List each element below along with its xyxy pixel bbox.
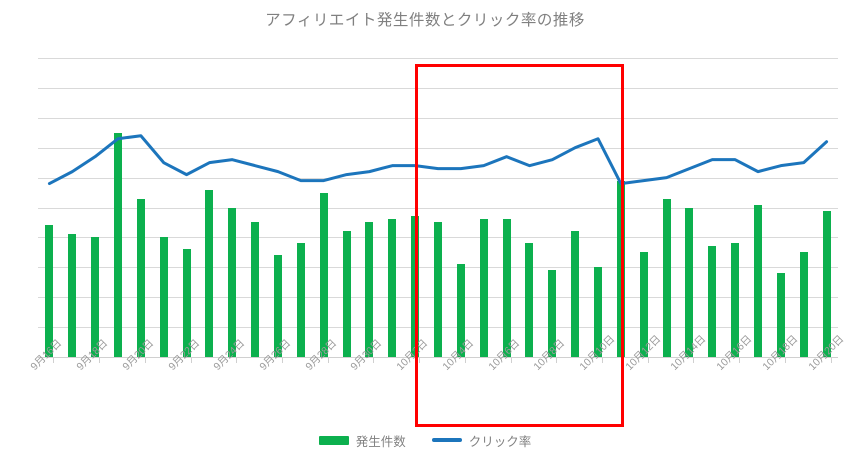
bar bbox=[456, 264, 465, 357]
bar bbox=[502, 219, 511, 357]
gridline bbox=[38, 178, 838, 179]
legend-item-click-rate[interactable]: クリック率 bbox=[431, 431, 532, 450]
bar bbox=[708, 246, 717, 357]
chart-legend: 発生件数 クリック率 bbox=[0, 430, 850, 450]
bar bbox=[182, 249, 191, 357]
bar bbox=[228, 207, 237, 357]
chart-title: アフィリエイト発生件数とクリック率の推移 bbox=[265, 12, 585, 29]
x-tick bbox=[99, 357, 101, 363]
bar bbox=[251, 222, 260, 357]
bar bbox=[754, 204, 762, 357]
x-axis-labels: 9月16日 9月18日 9月20日 9月22日 9月24日 9月26日 9月28日 9月30日… bbox=[0, 333, 850, 423]
x-tick bbox=[556, 357, 558, 363]
bar bbox=[342, 231, 351, 357]
x-tick bbox=[282, 357, 283, 363]
bar bbox=[776, 273, 785, 357]
gridline bbox=[38, 118, 838, 119]
bar bbox=[388, 219, 397, 357]
x-tick bbox=[373, 357, 375, 363]
bar bbox=[91, 237, 100, 357]
bar bbox=[616, 180, 625, 357]
bar bbox=[319, 192, 328, 357]
bar bbox=[685, 207, 694, 357]
x-tick bbox=[647, 357, 649, 363]
x-tick bbox=[693, 357, 695, 363]
gridline bbox=[38, 58, 838, 59]
bar bbox=[136, 198, 145, 357]
x-tick bbox=[53, 357, 55, 363]
bar bbox=[434, 222, 442, 357]
legend-label-occurrences: 発生件数 bbox=[355, 434, 406, 449]
bar bbox=[274, 255, 282, 357]
x-axis-ticks bbox=[38, 357, 838, 363]
bar bbox=[525, 243, 534, 357]
bar bbox=[205, 189, 214, 357]
line-series bbox=[47, 134, 829, 186]
bar bbox=[114, 132, 122, 357]
x-tick bbox=[327, 357, 329, 363]
bar bbox=[548, 270, 557, 357]
gridline bbox=[38, 208, 838, 209]
x-tick bbox=[144, 357, 146, 363]
x-tick bbox=[830, 357, 832, 363]
bar bbox=[159, 237, 168, 357]
click-rate-line bbox=[47, 134, 829, 186]
bar bbox=[799, 252, 808, 357]
gridline bbox=[38, 88, 838, 89]
bar-swatch-icon bbox=[318, 435, 349, 445]
x-tick bbox=[602, 357, 603, 363]
bar bbox=[365, 222, 374, 357]
x-tick bbox=[739, 357, 741, 363]
bar bbox=[662, 198, 671, 357]
gridline bbox=[38, 148, 838, 149]
x-tick bbox=[419, 357, 421, 363]
bar bbox=[45, 225, 54, 357]
bar bbox=[731, 243, 740, 357]
x-tick bbox=[236, 357, 238, 363]
x-tick bbox=[784, 357, 786, 363]
legend-label-click-rate: クリック率 bbox=[468, 434, 532, 449]
x-tick bbox=[510, 357, 512, 363]
legend-item-occurrences[interactable]: 発生件数 bbox=[318, 431, 406, 450]
x-tick bbox=[464, 357, 466, 363]
bar bbox=[296, 243, 305, 357]
bar bbox=[571, 231, 580, 357]
bar bbox=[822, 210, 831, 357]
bar bbox=[594, 267, 602, 357]
bar bbox=[479, 219, 488, 357]
x-tick bbox=[190, 357, 192, 363]
bar bbox=[68, 234, 77, 357]
bar bbox=[639, 252, 648, 357]
line-swatch-icon bbox=[431, 438, 462, 442]
axis-baseline bbox=[38, 357, 838, 358]
plot-area bbox=[38, 58, 838, 358]
